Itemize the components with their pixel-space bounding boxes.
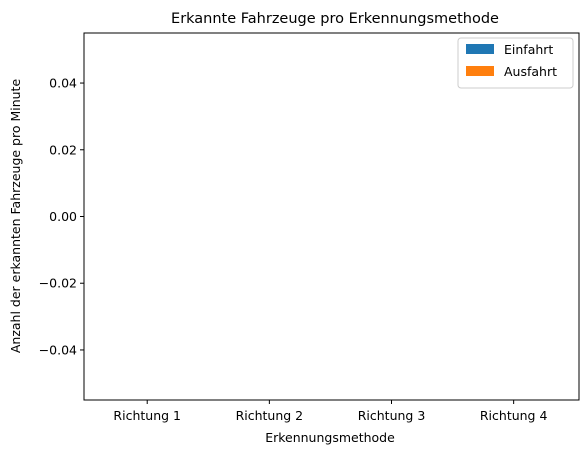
chart-title: Erkannte Fahrzeuge pro Erkennungsmethode (171, 11, 499, 27)
legend-label-einfahrt: Einfahrt (504, 42, 553, 57)
legend-swatch-ausfahrt (466, 66, 494, 76)
y-axis-ticks: −0.04 −0.02 0.00 0.02 0.04 (39, 76, 84, 357)
y-tick-label: 0.02 (49, 142, 77, 157)
x-axis-label: Erkennungsmethode (265, 430, 395, 445)
x-tick-label: Richtung 1 (113, 408, 181, 423)
x-tick-label: Richtung 4 (480, 408, 548, 423)
y-axis-label: Anzahl der erkannten Fahrzeuge pro Minut… (8, 79, 23, 354)
y-tick-label: 0.00 (49, 209, 77, 224)
legend: Einfahrt Ausfahrt (457, 37, 574, 89)
y-tick-label: −0.04 (39, 342, 77, 357)
legend-label-ausfahrt: Ausfahrt (504, 64, 557, 79)
y-tick-label: −0.02 (39, 276, 77, 291)
x-tick-label: Richtung 3 (358, 408, 426, 423)
y-tick-label: 0.04 (49, 76, 77, 91)
legend-swatch-einfahrt (466, 44, 494, 54)
x-tick-label: Richtung 2 (236, 408, 304, 423)
x-axis-ticks: Richtung 1 Richtung 2 Richtung 3 Richtung 4 (113, 400, 547, 423)
